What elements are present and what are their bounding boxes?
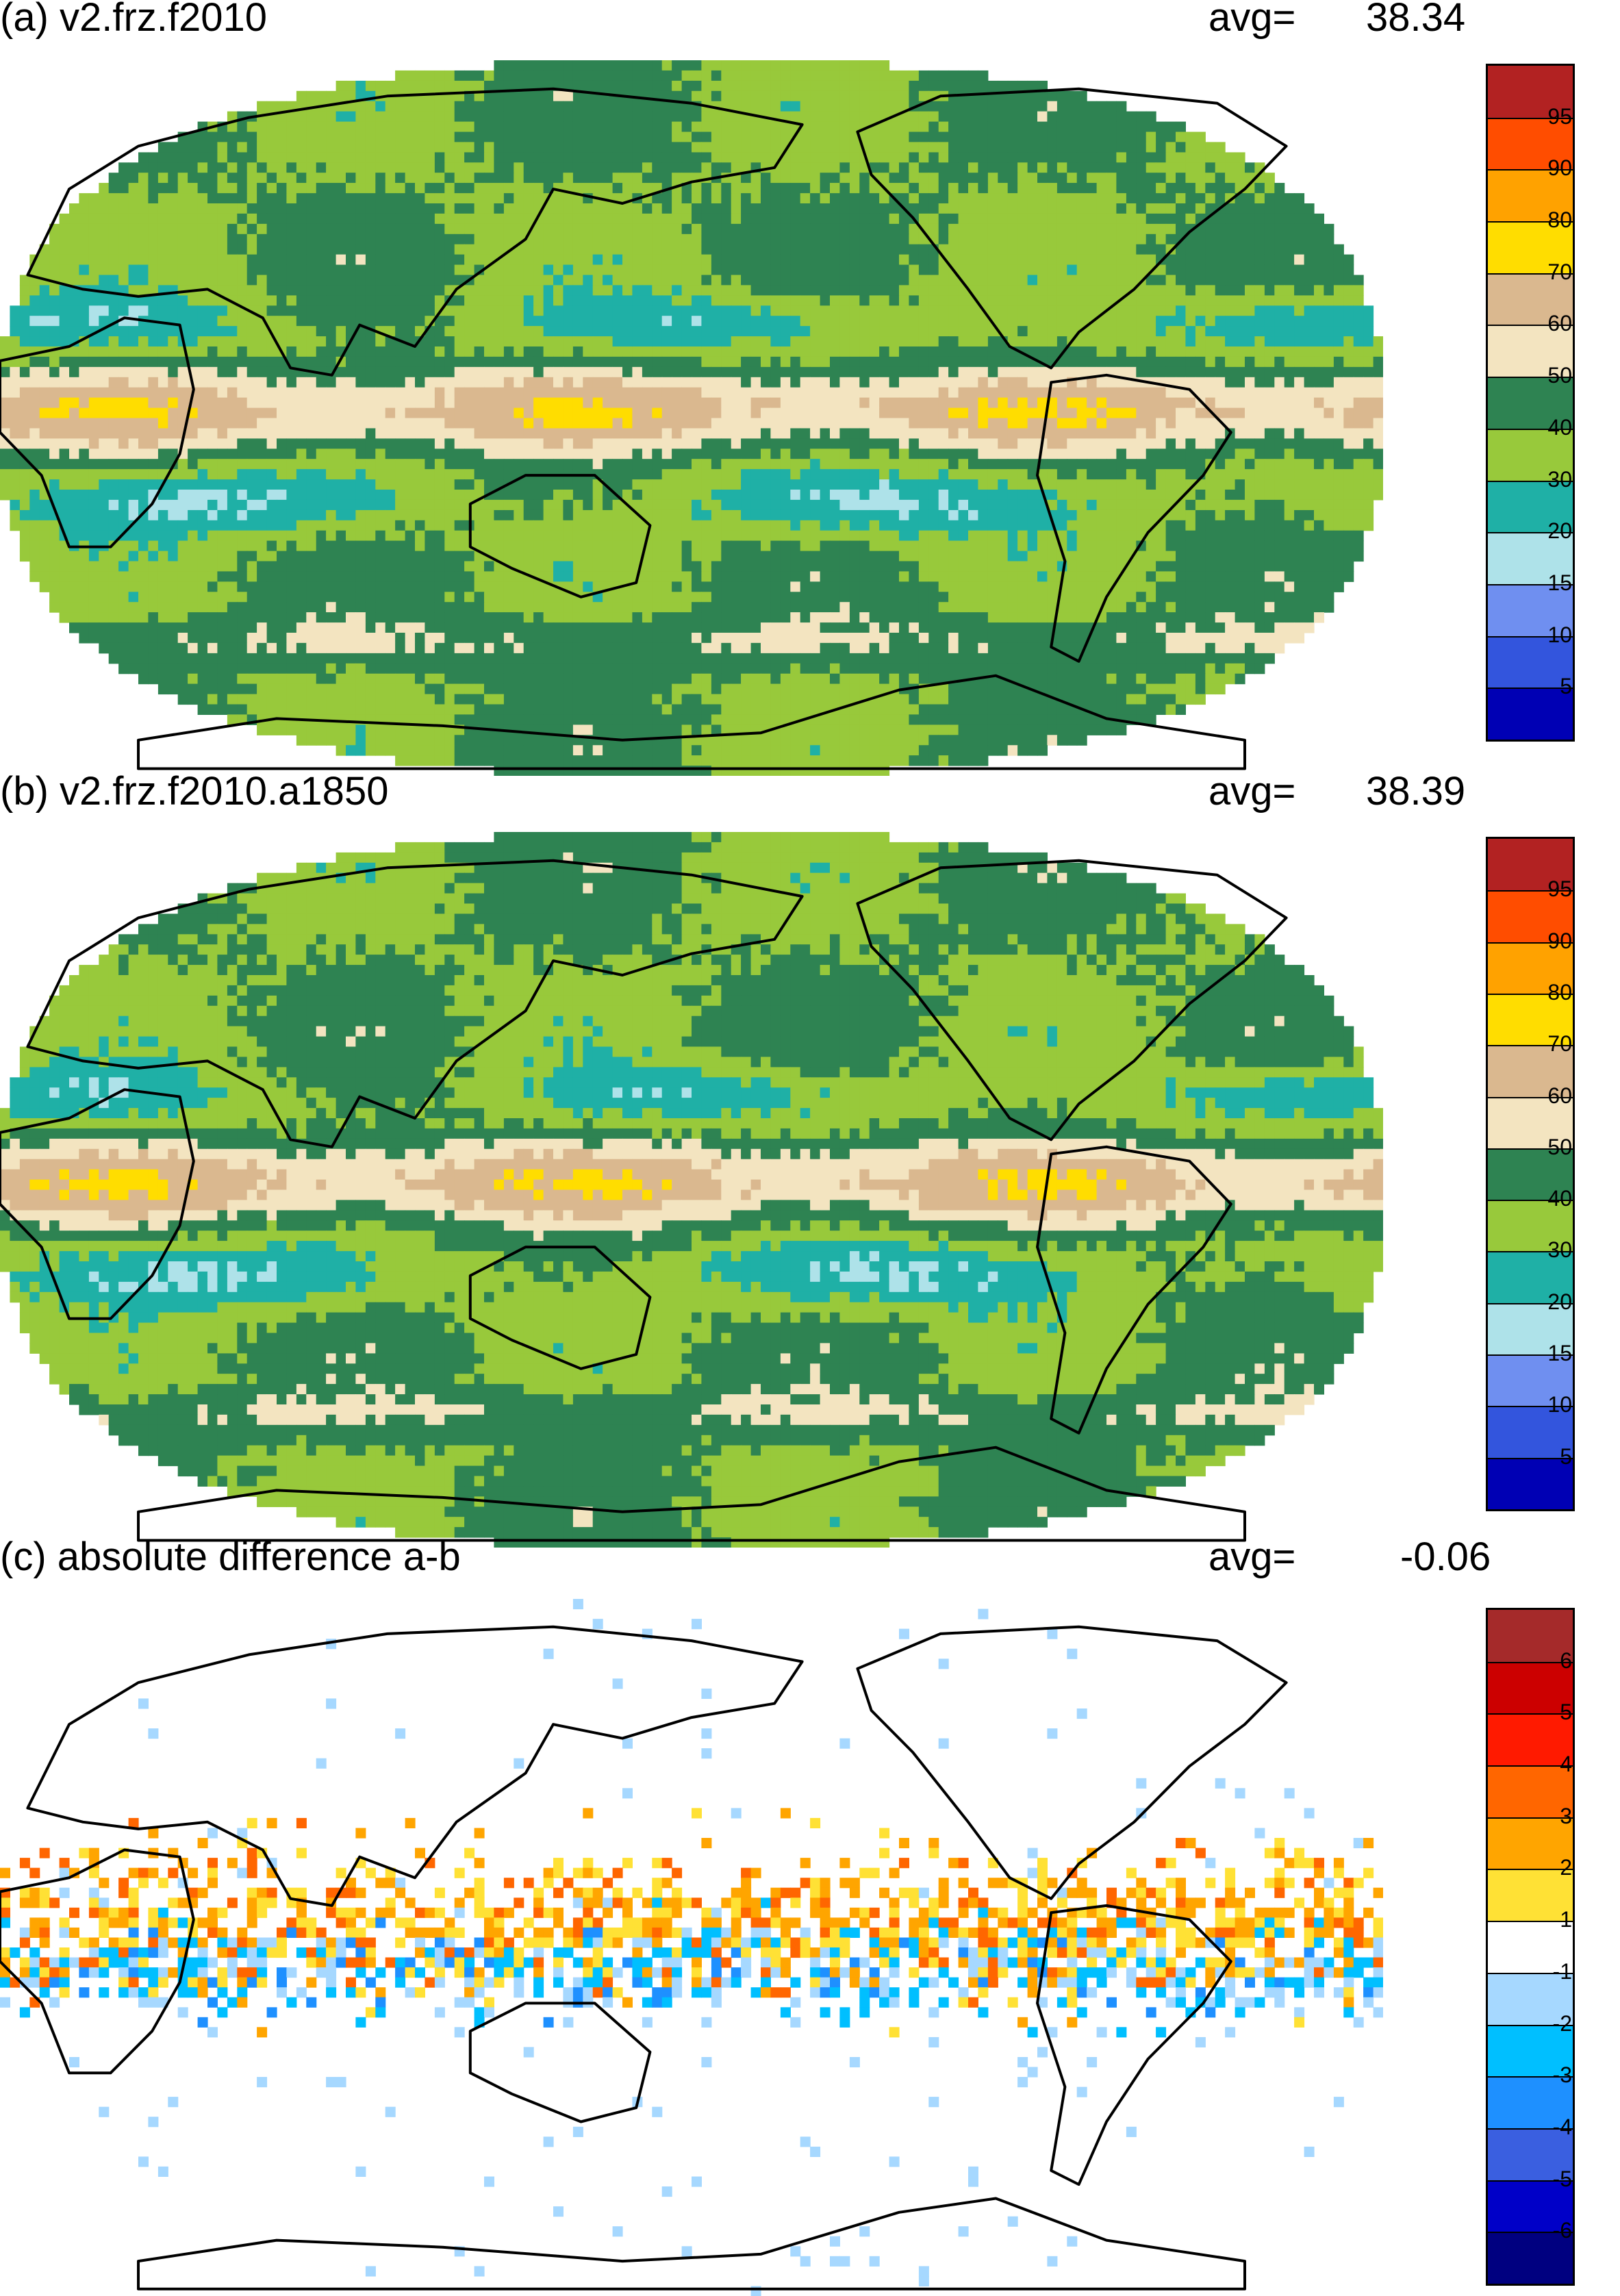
colorbar-box xyxy=(1488,1869,1573,1921)
panel-c-avg-value: -0.06 xyxy=(1400,1535,1491,1579)
colorbar-box xyxy=(1488,1661,1573,1714)
panel-a-avg-label: avg= xyxy=(1208,0,1296,40)
colorbar-tick-label: 90 xyxy=(1547,928,1572,953)
colorbar-tick-label: 30 xyxy=(1547,1237,1572,1263)
panel-b-title: (b) v2.frz.f2010.a1850 xyxy=(0,769,389,813)
colorbar-box xyxy=(1488,1251,1573,1303)
colorbar-tick-label: 95 xyxy=(1547,103,1572,129)
panel-b-map xyxy=(0,832,1383,1548)
colorbar-tick-label: 20 xyxy=(1547,1289,1572,1314)
colorbar-tick-label: 20 xyxy=(1547,518,1572,544)
colorbar-tick-label: 50 xyxy=(1547,363,1572,388)
colorbar-tick-label: 80 xyxy=(1547,979,1572,1005)
colorbar-box xyxy=(1488,2232,1573,2284)
colorbar-box xyxy=(1488,221,1573,273)
colorbar-tick-label: 95 xyxy=(1547,876,1572,902)
colorbar-tick-label: 15 xyxy=(1547,1341,1572,1366)
colorbar-tick-label: 40 xyxy=(1547,1186,1572,1211)
colorbar-box xyxy=(1488,532,1573,584)
colorbar-box xyxy=(1488,1302,1573,1355)
panel-c-avg-label: avg= xyxy=(1208,1535,1296,1579)
colorbar-tick-label: 5 xyxy=(1560,1443,1572,1469)
colorbar-tick-label: 90 xyxy=(1547,155,1572,181)
colorbar-box xyxy=(1488,1817,1573,1869)
panel-c-title: (c) absolute difference a-b xyxy=(0,1535,461,1579)
panel-b-colorbar xyxy=(1486,837,1575,1511)
colorbar-tick-label: 3 xyxy=(1560,1803,1572,1828)
colorbar-tick-label: 60 xyxy=(1547,311,1572,336)
panel-b-avg-value: 38.39 xyxy=(1366,769,1466,813)
colorbar-box xyxy=(1488,2128,1573,2180)
colorbar-tick-label: 30 xyxy=(1547,466,1572,492)
colorbar-tick-label: -6 xyxy=(1552,2218,1572,2243)
colorbar-tick-label: 5 xyxy=(1560,1700,1572,1725)
colorbar-box xyxy=(1488,1148,1573,1200)
colorbar-tick-label: 70 xyxy=(1547,1031,1572,1057)
colorbar-tick-label: 1 xyxy=(1560,1907,1572,1932)
colorbar-tick-label: 40 xyxy=(1547,414,1572,440)
colorbar-box xyxy=(1488,480,1573,533)
panel-b-avg-label: avg= xyxy=(1208,769,1296,813)
colorbar-tick-label: 4 xyxy=(1560,1752,1572,1777)
colorbar-tick-label: -5 xyxy=(1552,2166,1572,2191)
colorbar-box xyxy=(1488,1045,1573,1097)
colorbar-box xyxy=(1488,325,1573,377)
colorbar-box xyxy=(1488,839,1573,891)
colorbar-tick-label: 60 xyxy=(1547,1083,1572,1108)
panel-c-map xyxy=(0,1599,1383,2296)
colorbar-tick-label: 5 xyxy=(1560,674,1572,699)
colorbar-box xyxy=(1488,1096,1573,1148)
colorbar-box xyxy=(1488,273,1573,325)
panel-a-title: (a) v2.frz.f2010 xyxy=(0,0,268,40)
colorbar-box xyxy=(1488,993,1573,1046)
colorbar-box xyxy=(1488,169,1573,222)
colorbar-tick-label: -1 xyxy=(1552,1958,1572,1984)
colorbar-box xyxy=(1488,635,1573,688)
colorbar-tick-label: 70 xyxy=(1547,259,1572,284)
colorbar-box xyxy=(1488,890,1573,942)
colorbar-tick-label: 2 xyxy=(1560,1855,1572,1880)
panel-a-colorbar xyxy=(1486,64,1575,742)
colorbar-box xyxy=(1488,583,1573,636)
colorbar-tick-label: -2 xyxy=(1552,2010,1572,2036)
panel-c-colorbar xyxy=(1486,1608,1575,2286)
colorbar-box xyxy=(1488,1354,1573,1406)
colorbar-tick-label: 80 xyxy=(1547,207,1572,233)
panel-a-map xyxy=(0,60,1383,776)
panel-a-avg-value: 38.34 xyxy=(1366,0,1466,40)
colorbar-tick-label: 50 xyxy=(1547,1134,1572,1159)
colorbar-tick-label: -3 xyxy=(1552,2062,1572,2088)
colorbar-box xyxy=(1488,1610,1573,1662)
colorbar-box xyxy=(1488,1406,1573,1458)
colorbar-box xyxy=(1488,377,1573,429)
colorbar-box xyxy=(1488,117,1573,170)
colorbar-box xyxy=(1488,2180,1573,2232)
colorbar-box xyxy=(1488,66,1573,118)
colorbar-box xyxy=(1488,428,1573,481)
colorbar-box xyxy=(1488,1972,1573,2025)
colorbar-box xyxy=(1488,1457,1573,1509)
colorbar-box xyxy=(1488,1713,1573,1766)
colorbar-tick-label: 10 xyxy=(1547,1392,1572,1417)
colorbar-tick-label: 15 xyxy=(1547,570,1572,595)
colorbar-box xyxy=(1488,1921,1573,1973)
colorbar-box xyxy=(1488,1765,1573,1817)
colorbar-box xyxy=(1488,942,1573,994)
colorbar-tick-label: 10 xyxy=(1547,622,1572,647)
colorbar-box xyxy=(1488,2076,1573,2128)
colorbar-box xyxy=(1488,2024,1573,2077)
colorbar-tick-label: -4 xyxy=(1552,2114,1572,2139)
colorbar-box xyxy=(1488,1200,1573,1252)
colorbar-box xyxy=(1488,687,1573,740)
colorbar-tick-label: 6 xyxy=(1560,1648,1572,1673)
